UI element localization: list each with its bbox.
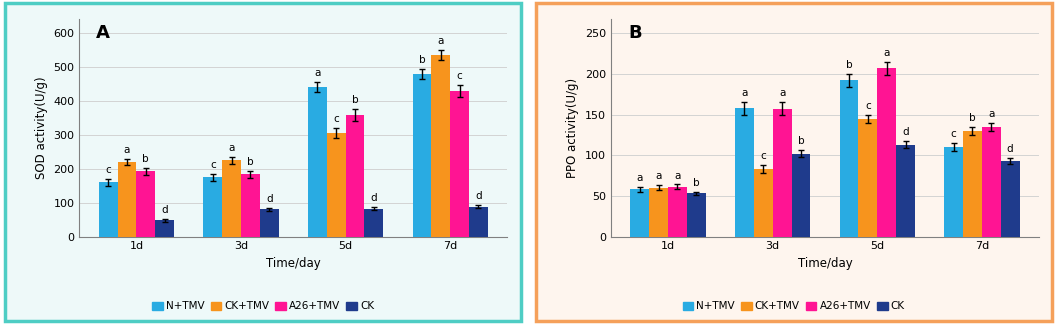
Bar — [469, 207, 488, 237]
Text: a: a — [228, 143, 235, 153]
Text: c: c — [760, 151, 766, 161]
Text: c: c — [457, 71, 463, 81]
Text: a: a — [741, 88, 747, 98]
Bar — [450, 91, 469, 237]
Bar — [1001, 161, 1020, 237]
Text: c: c — [210, 160, 216, 170]
Bar — [649, 188, 668, 237]
Bar — [839, 80, 858, 237]
Y-axis label: SOD activity(U/g): SOD activity(U/g) — [35, 77, 48, 179]
Bar — [896, 145, 915, 237]
Text: B: B — [628, 24, 642, 42]
Text: b: b — [143, 154, 149, 164]
Text: b: b — [969, 113, 976, 123]
Legend: N+TMV, CK+TMV, A26+TMV, CK: N+TMV, CK+TMV, A26+TMV, CK — [679, 297, 909, 316]
Bar — [687, 193, 706, 237]
Bar — [365, 209, 384, 237]
Bar — [773, 109, 792, 237]
Text: b: b — [798, 136, 804, 146]
Bar — [877, 68, 896, 237]
Text: b: b — [846, 60, 852, 70]
Text: a: a — [988, 109, 995, 119]
Text: d: d — [266, 194, 273, 204]
Text: a: a — [655, 171, 662, 181]
Bar — [327, 133, 346, 237]
Text: a: a — [636, 173, 643, 183]
Text: b: b — [693, 178, 700, 188]
Bar — [431, 55, 450, 237]
Bar — [346, 115, 365, 237]
Text: a: a — [884, 48, 890, 58]
Bar — [982, 127, 1001, 237]
Text: a: a — [674, 170, 681, 180]
Bar — [260, 209, 279, 237]
Text: d: d — [1007, 144, 1014, 154]
Text: d: d — [162, 205, 168, 214]
Legend: N+TMV, CK+TMV, A26+TMV, CK: N+TMV, CK+TMV, A26+TMV, CK — [148, 297, 378, 316]
Bar — [308, 87, 327, 237]
Bar — [944, 147, 963, 237]
Bar — [222, 160, 241, 237]
Bar — [241, 174, 260, 237]
Bar — [117, 162, 136, 237]
Text: d: d — [371, 193, 377, 203]
Bar — [412, 74, 431, 237]
Bar — [735, 108, 754, 237]
Text: a: a — [779, 88, 785, 98]
Text: a: a — [438, 36, 444, 46]
Bar — [668, 187, 687, 237]
Bar — [136, 171, 155, 237]
X-axis label: Time/day: Time/day — [798, 257, 852, 270]
Bar — [754, 169, 773, 237]
Bar — [963, 131, 982, 237]
Bar — [98, 182, 117, 237]
Text: c: c — [106, 165, 111, 175]
Text: b: b — [247, 157, 254, 167]
Text: A: A — [96, 24, 110, 42]
Bar — [630, 189, 649, 237]
Text: a: a — [314, 68, 320, 78]
Text: d: d — [903, 127, 909, 137]
Y-axis label: PPO activity(U/g): PPO activity(U/g) — [567, 78, 579, 178]
Text: c: c — [865, 101, 871, 111]
Text: b: b — [419, 55, 425, 65]
X-axis label: Time/day: Time/day — [266, 257, 320, 270]
Text: b: b — [352, 95, 358, 105]
Text: c: c — [333, 114, 339, 124]
Bar — [792, 154, 811, 237]
Bar — [155, 220, 174, 237]
Text: d: d — [476, 191, 482, 201]
Text: c: c — [951, 129, 957, 139]
Bar — [858, 119, 877, 237]
Bar — [203, 177, 222, 237]
Text: a: a — [124, 145, 130, 155]
